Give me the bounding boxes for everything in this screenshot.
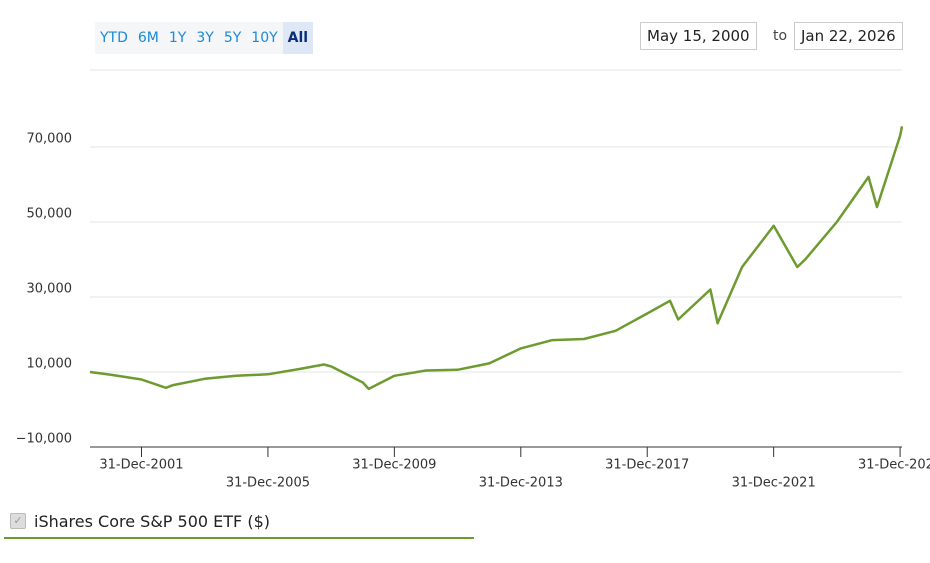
- x-tick-label: 31-Dec-2009: [352, 458, 436, 473]
- range-button[interactable]: 5Y: [223, 30, 242, 46]
- y-tick-label: 10,000: [27, 357, 73, 372]
- x-tick-label: 31-Dec-2001: [99, 458, 183, 473]
- x-tick-label: 31-Dec-2021: [732, 476, 816, 491]
- range-buttons: YTD 6M 1Y 3Y 5Y 10Y All: [95, 22, 314, 54]
- y-tick-label: −10,000: [16, 432, 72, 447]
- range-button[interactable]: 1Y: [168, 30, 187, 46]
- series-line: [89, 126, 904, 391]
- x-tick-label: 31-Dec-2017: [605, 458, 689, 473]
- legend-label: iShares Core S&P 500 ETF ($): [34, 511, 270, 531]
- range-button[interactable]: 6M: [137, 30, 159, 46]
- range-button[interactable]: YTD: [100, 30, 128, 46]
- legend[interactable]: ✓ iShares Core S&P 500 ETF ($): [4, 505, 474, 539]
- y-tick-label: 50,000: [27, 207, 73, 222]
- y-tick-label: 30,000: [27, 282, 73, 297]
- x-tick-label: 31-Dec-2025: [858, 458, 930, 473]
- y-tick-label: 70,000: [27, 132, 73, 147]
- to-label: to: [773, 28, 788, 44]
- range-button[interactable]: 3Y: [196, 30, 214, 46]
- to-date[interactable]: Jan 22, 2026: [794, 22, 903, 50]
- from-date[interactable]: May 15, 2000: [640, 22, 757, 50]
- range-button[interactable]: 10Y: [251, 30, 278, 46]
- legend-checkbox[interactable]: ✓: [10, 513, 26, 529]
- range-button[interactable]: All: [282, 22, 314, 54]
- x-tick-label: 31-Dec-2005: [226, 476, 310, 491]
- x-tick-label: 31-Dec-2013: [479, 476, 563, 491]
